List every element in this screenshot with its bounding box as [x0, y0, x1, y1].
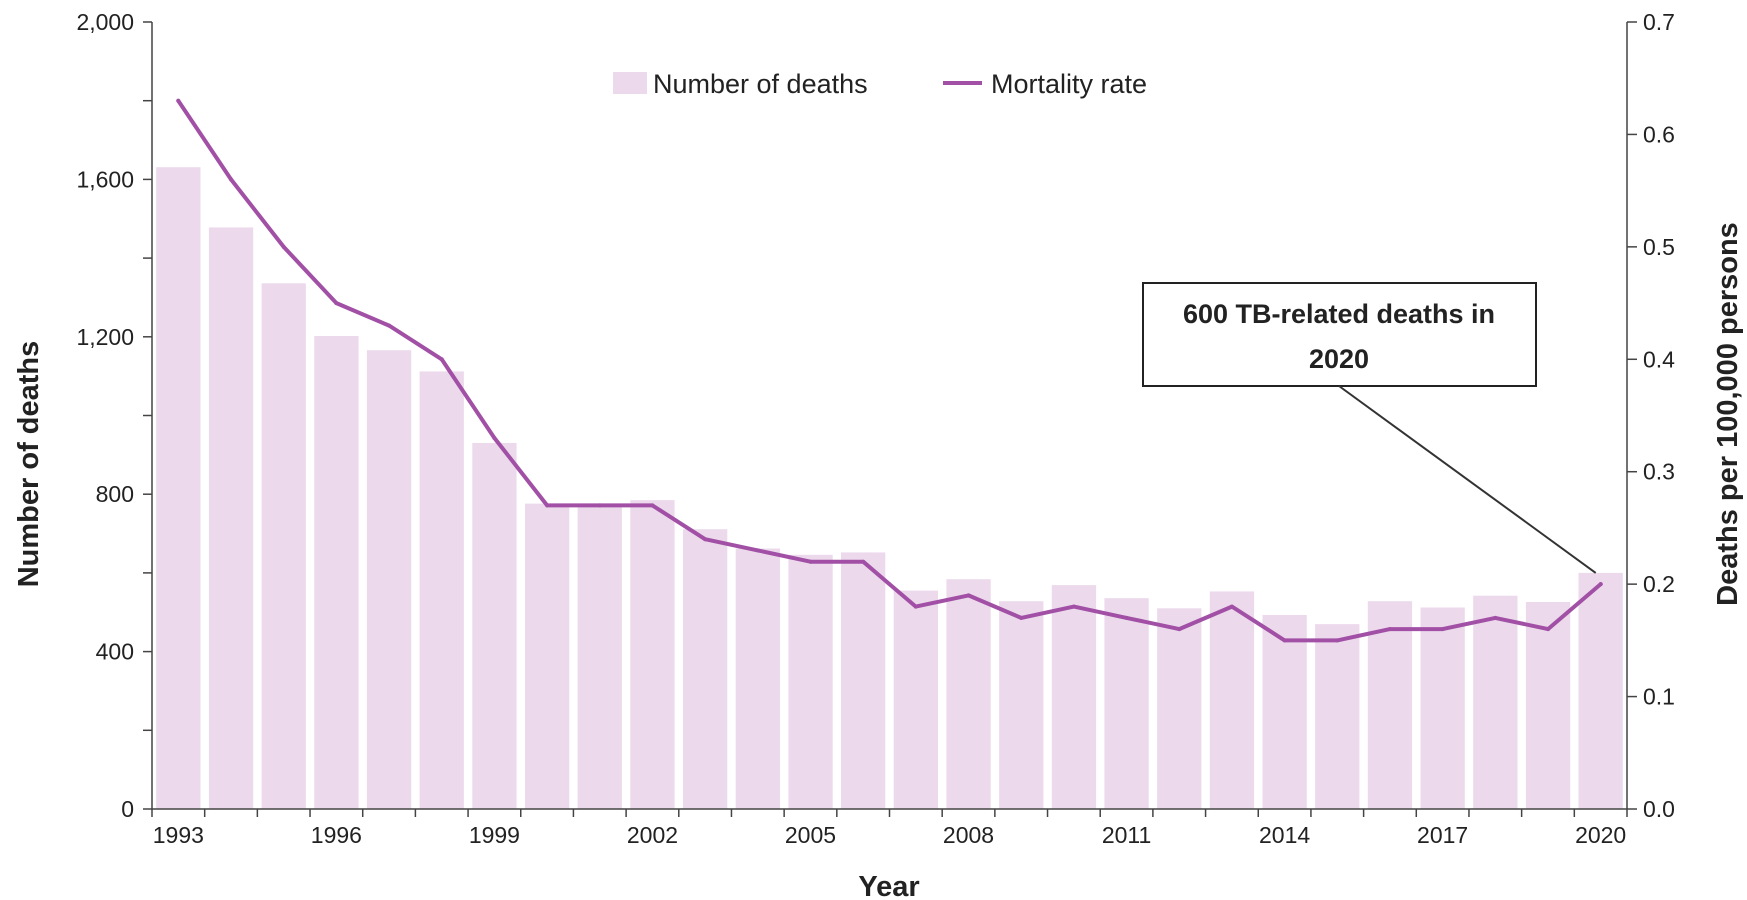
- bar-2019: [1525, 602, 1571, 809]
- line-point-2001: [597, 503, 602, 508]
- line-point-2014: [1282, 638, 1287, 643]
- annotation-text-line2: 2020: [1309, 344, 1369, 374]
- line-point-1996: [334, 301, 339, 306]
- bar-2007: [893, 590, 938, 809]
- line-point-2010: [1071, 604, 1076, 609]
- x-tick-label: 2008: [943, 822, 994, 848]
- line-point-2018: [1493, 615, 1498, 620]
- x-tick-label: 2002: [627, 822, 678, 848]
- line-point-2006: [861, 559, 866, 564]
- x-tick-label: 2005: [785, 822, 836, 848]
- bar-series: [156, 167, 1623, 809]
- line-point-1993: [176, 98, 181, 103]
- bar-2003: [683, 529, 728, 809]
- bar-2010: [1051, 585, 1097, 809]
- line-series: [176, 98, 1603, 643]
- legend-label-bars: Number of deaths: [653, 69, 868, 99]
- y2-tick-label: 0.4: [1643, 346, 1675, 372]
- line-point-2017: [1440, 627, 1445, 632]
- legend-label-line: Mortality rate: [991, 69, 1147, 99]
- y2-tick-label: 0.1: [1643, 684, 1675, 710]
- line-point-2012: [1177, 627, 1182, 632]
- bar-2017: [1420, 607, 1465, 809]
- x-axis-title: Year: [858, 871, 919, 900]
- line-point-2020: [1598, 582, 1603, 587]
- y-tick-label: 0: [121, 796, 134, 822]
- line-point-2003: [703, 537, 708, 542]
- line-point-2013: [1229, 604, 1234, 609]
- bar-2015: [1315, 624, 1360, 809]
- x-tick-label: 1993: [153, 822, 204, 848]
- y2-tick-label: 0.7: [1643, 9, 1675, 35]
- x-tick-label: 2020: [1575, 822, 1626, 848]
- line-point-2005: [808, 559, 813, 564]
- y-axis-title: Number of deaths: [13, 341, 45, 588]
- y2-tick-label: 0.5: [1643, 234, 1675, 260]
- bar-1998: [419, 371, 464, 809]
- x-tick-label: 1996: [311, 822, 362, 848]
- bar-2014: [1262, 615, 1307, 809]
- y2-tick-label: 0.2: [1643, 571, 1675, 597]
- bar-2016: [1367, 601, 1413, 809]
- bar-2013: [1209, 591, 1255, 809]
- bar-1996: [314, 336, 359, 809]
- y-tick-label: 2,000: [76, 9, 134, 35]
- bar-2002: [630, 500, 675, 809]
- bar-2009: [999, 601, 1044, 809]
- annotation-text-line1: 600 TB-related deaths in: [1183, 299, 1495, 329]
- y-tick-label: 400: [96, 639, 134, 665]
- x-tick-label: 2011: [1102, 822, 1151, 848]
- bar-2018: [1473, 595, 1518, 809]
- line-point-2002: [650, 503, 655, 508]
- bar-1994: [208, 227, 254, 809]
- line-point-2004: [755, 548, 760, 553]
- y2-tick-label: 0.3: [1643, 459, 1675, 485]
- y-tick-label: 1,600: [76, 166, 134, 192]
- bar-2000: [525, 503, 570, 809]
- line-point-2007: [913, 604, 918, 609]
- x-tick-label: 1999: [469, 822, 520, 848]
- y-tick-label: 1,200: [76, 324, 134, 350]
- annotation-callout: 600 TB-related deaths in 2020: [1142, 282, 1597, 574]
- bar-2012: [1157, 608, 1202, 809]
- line-point-2009: [1019, 615, 1024, 620]
- bar-2011: [1104, 598, 1149, 809]
- y2-tick-label: 0.0: [1643, 796, 1675, 822]
- line-point-1995: [281, 244, 286, 249]
- annotation-leader-line: [1338, 385, 1597, 574]
- y-tick-label: 800: [96, 481, 134, 507]
- line-point-2008: [966, 593, 971, 598]
- bar-2006: [841, 552, 886, 809]
- line-point-2015: [1335, 638, 1340, 643]
- line-point-2016: [1387, 627, 1392, 632]
- bar-2020: [1578, 572, 1623, 809]
- x-tick-label: 2017: [1417, 822, 1468, 848]
- line-point-2000: [545, 503, 550, 508]
- y2-tick-label: 0.6: [1643, 121, 1675, 147]
- bar-1993: [156, 167, 201, 809]
- mortality-rate-line: [176, 98, 1603, 643]
- bar-2001: [577, 505, 622, 809]
- line-point-1998: [439, 357, 444, 362]
- line-point-1997: [387, 323, 392, 328]
- axes: 0 400 800 1,200 1,600 2,000 0.0 0.1 0.2 0.3 0.4 0.5…: [76, 9, 1675, 848]
- bar-2008: [946, 579, 991, 809]
- bar-1999: [472, 443, 517, 809]
- bar-2005: [788, 554, 833, 809]
- line-point-2019: [1546, 627, 1550, 632]
- line-point-1994: [229, 177, 233, 182]
- bar-2004: [735, 548, 780, 809]
- line-point-2011: [1124, 615, 1129, 620]
- legend: Number of deaths Mortality rate: [613, 69, 1147, 99]
- bar-1997: [366, 350, 412, 809]
- legend-swatch-bars: [613, 72, 647, 94]
- y2-axis-title: Deaths per 100,000 persons: [1712, 222, 1744, 606]
- x-tick-label: 2014: [1259, 822, 1310, 848]
- line-point-1999: [492, 436, 497, 440]
- bar-1995: [261, 283, 306, 809]
